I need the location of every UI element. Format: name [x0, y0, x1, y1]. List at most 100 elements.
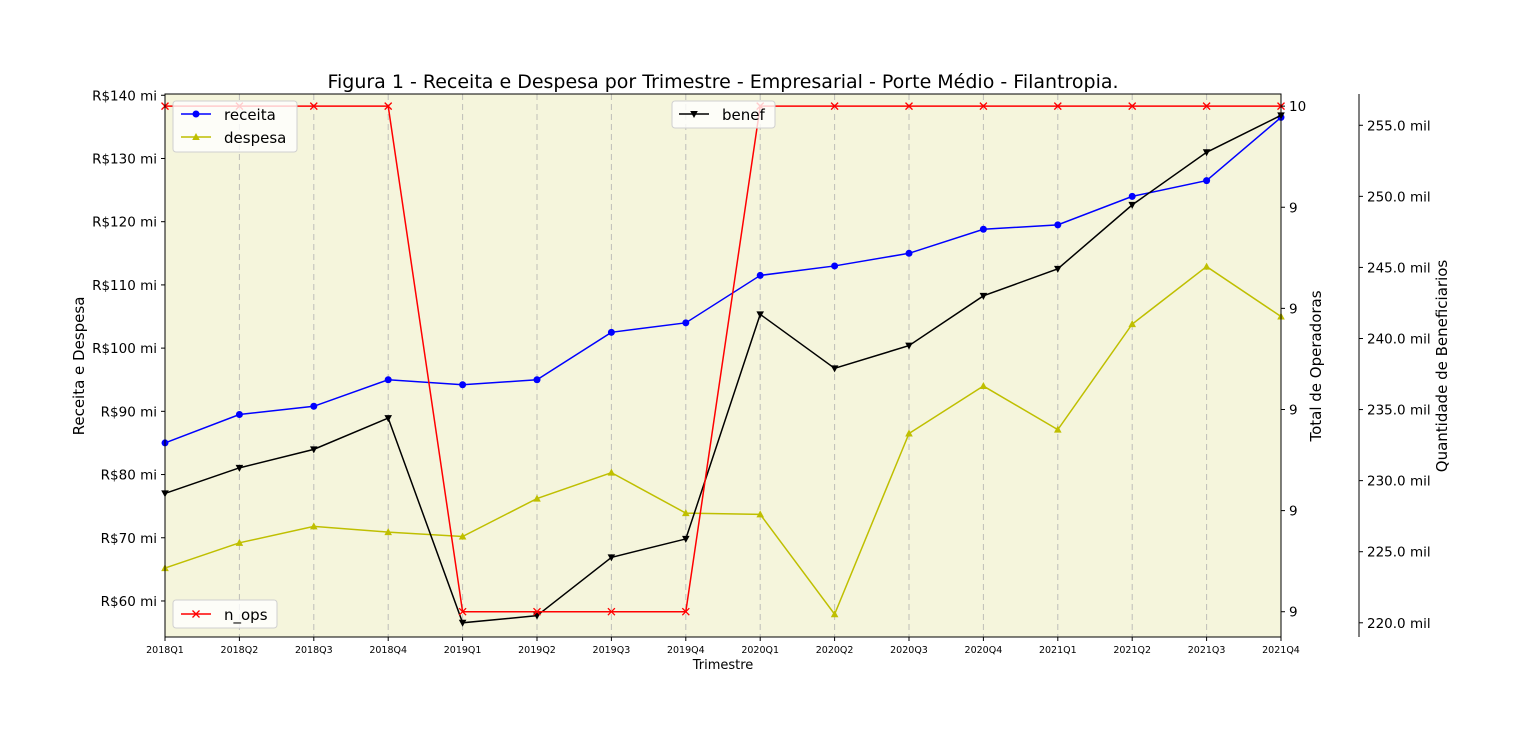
point-receita — [831, 262, 839, 270]
left-axis: R$60 mi R$70 mi R$80 mi R$90 mi R$100 mi R$11… — [92, 88, 165, 610]
point-n-ops — [458, 607, 467, 616]
right2-tick-label: 225.0 mil — [1367, 545, 1431, 561]
x-tick-label: 2018Q3 — [295, 645, 333, 656]
left-axis-label: Receita e Despesa — [70, 297, 88, 436]
x-tick-label: 2021Q4 — [1262, 645, 1300, 656]
point-despesa — [235, 538, 244, 546]
point-despesa — [979, 382, 988, 390]
legend-benef-label: benef — [722, 106, 765, 124]
point-n-ops — [681, 607, 690, 616]
right2-tick-label: 245.0 mil — [1367, 260, 1431, 276]
left-tick-label: R$140 mi — [92, 88, 157, 104]
point-despesa — [1054, 425, 1062, 433]
right1-tick-label: 10 — [1289, 99, 1306, 115]
x-tick-label: 2021Q2 — [1113, 645, 1151, 656]
point-benef — [830, 365, 839, 373]
point-n-ops — [607, 607, 616, 616]
right2-tick-label: 255.0 mil — [1367, 118, 1431, 134]
series-layer — [161, 102, 1285, 627]
right2-tick-label: 240.0 mil — [1367, 331, 1431, 347]
series-receita — [161, 113, 1285, 447]
legend-receita-label: receita — [224, 106, 276, 124]
point-despesa — [458, 532, 467, 540]
point-n-ops — [830, 102, 839, 111]
point-receita — [533, 376, 541, 384]
point-receita — [905, 249, 913, 257]
left-tick-label: R$60 mi — [101, 594, 157, 610]
point-n-ops — [533, 607, 541, 616]
x-tick-label: 2020Q2 — [816, 645, 854, 656]
point-benef — [607, 554, 616, 562]
right1-tick-label: 9 — [1289, 301, 1298, 317]
x-tick-label: 2018Q1 — [146, 645, 184, 656]
left-tick-label: R$100 mi — [92, 341, 157, 357]
x-tick-label: 2019Q2 — [518, 645, 556, 656]
point-despesa — [682, 509, 690, 517]
x-tick-label: 2021Q3 — [1188, 645, 1226, 656]
plot-background — [165, 94, 1281, 637]
point-benef — [310, 446, 318, 454]
x-tick-label: 2020Q1 — [741, 645, 779, 656]
legend-despesa-label: despesa — [224, 129, 286, 147]
point-receita — [979, 225, 987, 233]
right2-axis-label: Quantidade de Beneficiarios — [1433, 260, 1451, 473]
right2-tick-label: 250.0 mil — [1367, 189, 1431, 205]
legend-lower-left: n_ops — [172, 599, 278, 629]
point-benef — [979, 292, 988, 300]
legend-benef-marker — [690, 111, 698, 118]
point-n-ops — [905, 102, 913, 111]
point-benef — [756, 311, 764, 319]
x-axis: 2018Q1 2018Q2 2018Q3 2018Q4 2019Q1 2019Q2 2019… — [146, 637, 1300, 656]
x-tick-label: 2019Q3 — [593, 645, 631, 656]
left-tick-label: R$120 mi — [92, 215, 157, 231]
point-benef — [1054, 265, 1062, 273]
point-benef — [905, 342, 913, 350]
point-receita — [1128, 192, 1136, 200]
point-n-ops — [309, 102, 318, 111]
x-tick-label: 2019Q4 — [667, 645, 705, 656]
legend-n-ops-label: n_ops — [224, 606, 268, 625]
point-despesa — [310, 522, 318, 530]
point-receita — [235, 410, 243, 418]
point-n-ops — [1202, 102, 1211, 111]
point-n-ops — [384, 102, 393, 111]
legend-n-ops-marker — [192, 610, 200, 618]
right1-tick-label: 9 — [1289, 402, 1298, 418]
point-n-ops — [1053, 102, 1062, 111]
left-tick-label: R$80 mi — [101, 468, 157, 484]
point-receita — [607, 328, 615, 336]
point-receita — [459, 381, 467, 389]
right1-tick-label: 9 — [1289, 200, 1298, 216]
left-tick-label: R$130 mi — [92, 151, 157, 167]
legend-receita-marker — [192, 110, 200, 118]
series-line-benef — [164, 114, 1282, 624]
point-despesa — [533, 494, 541, 502]
left-tick-label: R$70 mi — [101, 531, 157, 547]
point-receita — [682, 319, 690, 327]
legend-box — [172, 599, 278, 629]
right1-tick-label: 9 — [1289, 504, 1298, 520]
x-tick-label: 2020Q4 — [965, 645, 1003, 656]
point-benef — [384, 415, 392, 423]
series-line-n-ops — [165, 105, 1281, 613]
right1-axis: 9 9 9 9 9 10 — [1281, 99, 1306, 621]
point-receita — [384, 376, 392, 384]
legend-despesa-marker — [192, 133, 200, 140]
left-tick-label: R$110 mi — [92, 278, 157, 294]
point-despesa — [384, 528, 392, 536]
point-receita — [310, 402, 318, 410]
x-tick-label: 2019Q1 — [444, 645, 482, 656]
right2-tick-label: 230.0 mil — [1367, 474, 1431, 490]
right2-tick-label: 220.0 mil — [1367, 616, 1431, 632]
x-axis-label: Trimestre — [692, 658, 754, 673]
point-receita — [1054, 221, 1062, 229]
point-despesa — [1128, 320, 1136, 328]
point-benef — [1128, 201, 1136, 209]
vertical-grid — [164, 94, 1282, 637]
point-benef — [235, 464, 244, 472]
point-despesa — [1202, 262, 1211, 270]
point-despesa — [830, 610, 839, 618]
left-tick-label: R$90 mi — [101, 404, 157, 420]
point-benef — [458, 619, 467, 627]
